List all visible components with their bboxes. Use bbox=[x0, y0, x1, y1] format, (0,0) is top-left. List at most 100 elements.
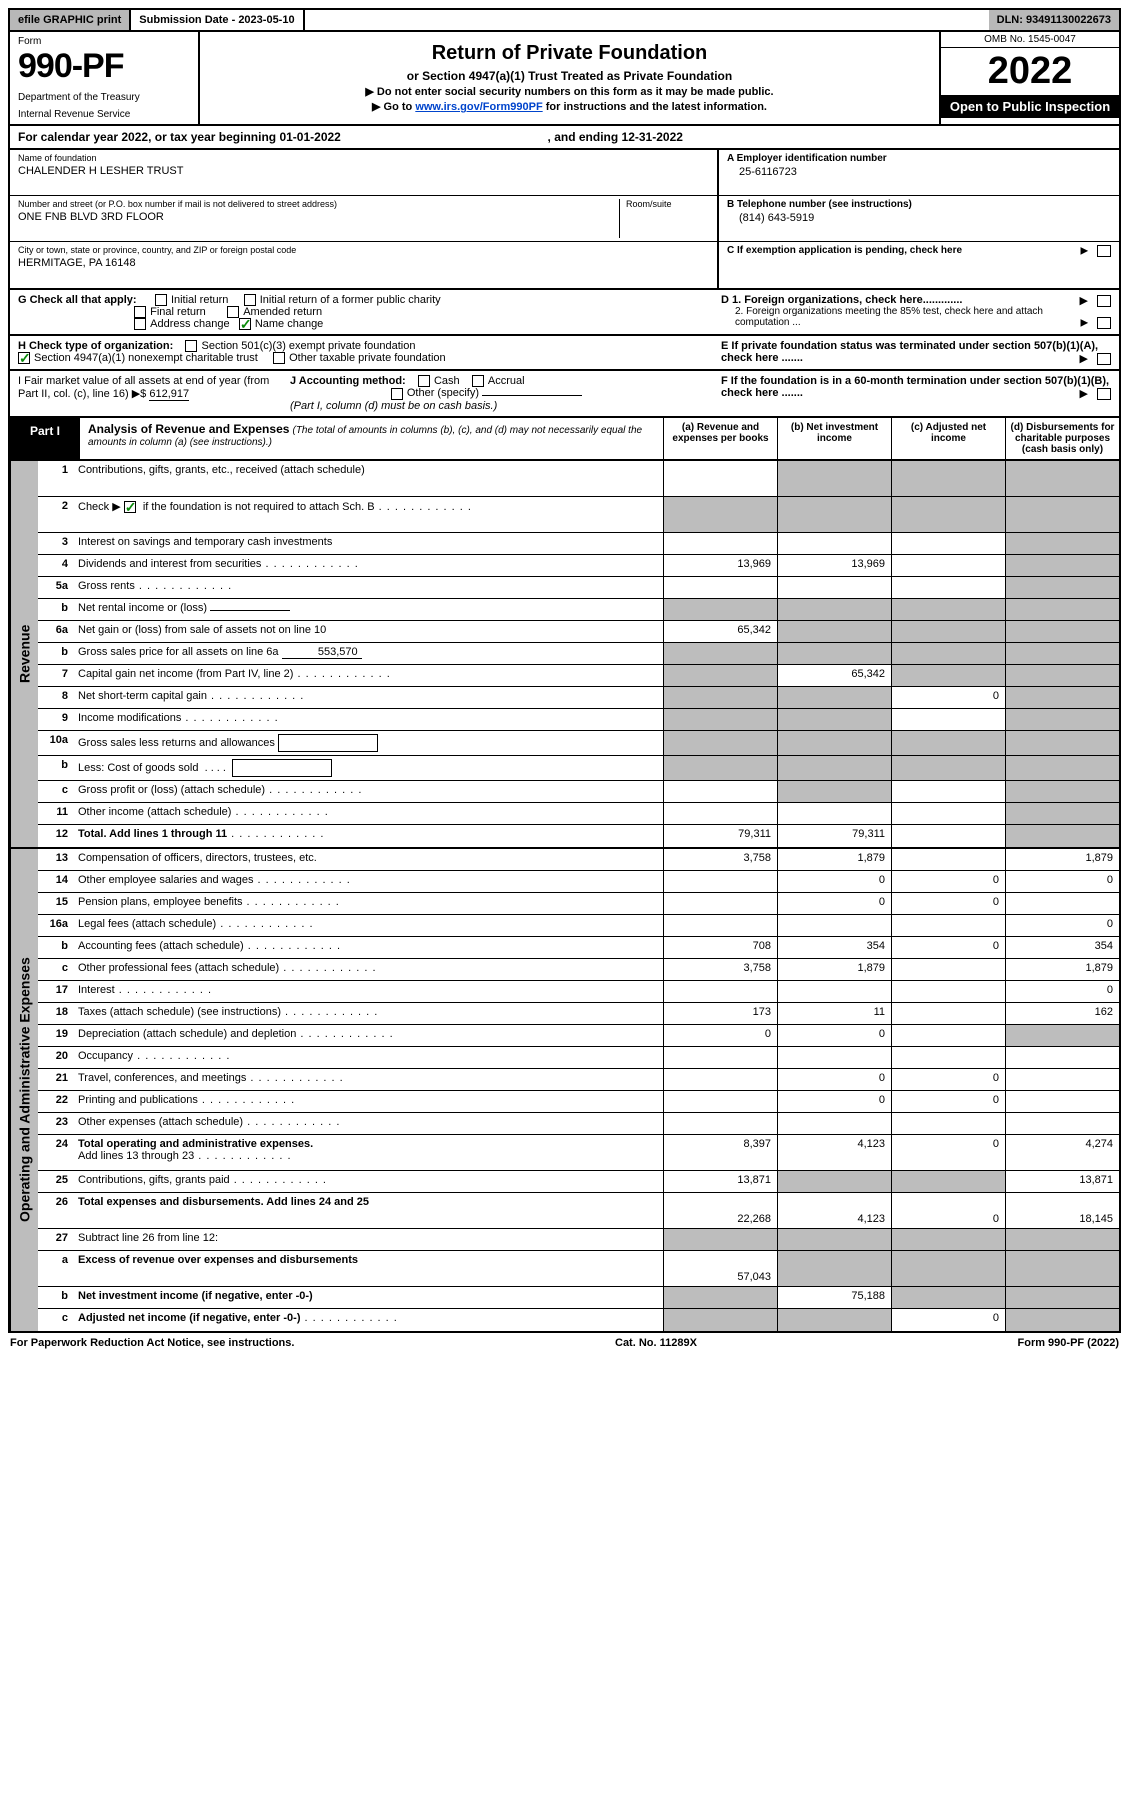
h-501c3-checkbox[interactable] bbox=[185, 340, 197, 352]
h-label: H Check type of organization: bbox=[18, 340, 173, 352]
ein-cell: A Employer identification number 25-6116… bbox=[719, 150, 1119, 196]
footer-paperwork: For Paperwork Reduction Act Notice, see … bbox=[10, 1337, 294, 1349]
line-16b: b Accounting fees (attach schedule) 7083… bbox=[38, 937, 1119, 959]
telephone-value: (814) 643-5919 bbox=[727, 212, 1111, 224]
line2-schb-checkbox[interactable] bbox=[124, 501, 136, 513]
address-cell: Number and street (or P.O. box number if… bbox=[10, 196, 717, 242]
g-former-charity-checkbox[interactable] bbox=[244, 294, 256, 306]
line-27b: b Net investment income (if negative, en… bbox=[38, 1287, 1119, 1309]
line-21: 21 Travel, conferences, and meetings 00 bbox=[38, 1069, 1119, 1091]
col-a-header: (a) Revenue and expenses per books bbox=[663, 418, 777, 459]
c-checkbox[interactable] bbox=[1097, 245, 1111, 257]
section-g-row: G Check all that apply: Initial return I… bbox=[8, 290, 1121, 336]
line-2: 2 Check ▶ if the foundation is not requi… bbox=[38, 497, 1119, 533]
open-to-public: Open to Public Inspection bbox=[941, 95, 1119, 118]
tax-year: 2022 bbox=[941, 48, 1119, 95]
line-9: 9 Income modifications bbox=[38, 709, 1119, 731]
e-checkbox[interactable] bbox=[1097, 353, 1111, 365]
line-11: 11 Other income (attach schedule) bbox=[38, 803, 1119, 825]
form-note-link: ▶ Go to www.irs.gov/Form990PF for instru… bbox=[212, 100, 927, 113]
footer-form-ref: Form 990-PF (2022) bbox=[1018, 1337, 1119, 1349]
d1-checkbox[interactable] bbox=[1097, 295, 1111, 307]
line-13: 13 Compensation of officers, directors, … bbox=[38, 849, 1119, 871]
line-22: 22 Printing and publications 00 bbox=[38, 1091, 1119, 1113]
part1-header-row: Part I Analysis of Revenue and Expenses … bbox=[8, 418, 1121, 461]
line-8: 8 Net short-term capital gain 0 bbox=[38, 687, 1119, 709]
col-c-header: (c) Adjusted net income bbox=[891, 418, 1005, 459]
j-note: (Part I, column (d) must be on cash basi… bbox=[290, 400, 497, 412]
line-23: 23 Other expenses (attach schedule) bbox=[38, 1113, 1119, 1135]
section-c: C If exemption application is pending, c… bbox=[719, 242, 1119, 278]
line-16a: 16a Legal fees (attach schedule) 0 bbox=[38, 915, 1119, 937]
f-checkbox[interactable] bbox=[1097, 388, 1111, 400]
e-label: E If private foundation status was termi… bbox=[721, 340, 1098, 364]
street-address: ONE FNB BLVD 3RD FLOOR bbox=[18, 211, 619, 223]
line-5a: 5a Gross rents bbox=[38, 577, 1119, 599]
dept-treasury: Department of the Treasury bbox=[18, 92, 190, 103]
line-19: 19 Depreciation (attach schedule) and de… bbox=[38, 1025, 1119, 1047]
form-label: Form bbox=[18, 36, 190, 47]
line-4: 4 Dividends and interest from securities… bbox=[38, 555, 1119, 577]
form-header: Form 990-PF Department of the Treasury I… bbox=[8, 32, 1121, 126]
line-6b: b Gross sales price for all assets on li… bbox=[38, 643, 1119, 665]
tax-year-begin: 01-01-2022 bbox=[279, 130, 340, 144]
line-10c: c Gross profit or (loss) (attach schedul… bbox=[38, 781, 1119, 803]
calendar-year-row: For calendar year 2022, or tax year begi… bbox=[8, 126, 1121, 150]
line-18: 18 Taxes (attach schedule) (see instruct… bbox=[38, 1003, 1119, 1025]
g-final-return-checkbox[interactable] bbox=[134, 306, 146, 318]
g-name-change-checkbox[interactable] bbox=[239, 318, 251, 330]
line-5b: b Net rental income or (loss) bbox=[38, 599, 1119, 621]
tax-year-end: 12-31-2022 bbox=[622, 130, 683, 144]
telephone-cell: B Telephone number (see instructions) (8… bbox=[719, 196, 1119, 242]
year-block: OMB No. 1545-0047 2022 Open to Public In… bbox=[939, 32, 1119, 124]
section-ij-row: I Fair market value of all assets at end… bbox=[8, 371, 1121, 417]
form990pf-link[interactable]: www.irs.gov/Form990PF bbox=[415, 101, 542, 113]
d2-checkbox[interactable] bbox=[1097, 317, 1111, 329]
d1-label: D 1. Foreign organizations, check here..… bbox=[721, 294, 962, 306]
omb-number: OMB No. 1545-0047 bbox=[941, 32, 1119, 48]
j-cash-checkbox[interactable] bbox=[418, 375, 430, 387]
line-26: 26 Total expenses and disbursements. Add… bbox=[38, 1193, 1119, 1229]
g-label: G Check all that apply: bbox=[18, 294, 137, 306]
efile-top-bar: efile GRAPHIC print Submission Date - 20… bbox=[8, 8, 1121, 32]
line-7: 7 Capital gain net income (from Part IV,… bbox=[38, 665, 1119, 687]
line-10b: b Less: Cost of goods sold . . . . bbox=[38, 756, 1119, 781]
line-15: 15 Pension plans, employee benefits 00 bbox=[38, 893, 1119, 915]
g-amended-return-checkbox[interactable] bbox=[227, 306, 239, 318]
line-20: 20 Occupancy bbox=[38, 1047, 1119, 1069]
line-6b-value: 553,570 bbox=[282, 646, 362, 659]
g-initial-return-checkbox[interactable] bbox=[155, 294, 167, 306]
form-subtitle: or Section 4947(a)(1) Trust Treated as P… bbox=[212, 69, 927, 83]
dln: DLN: 93491130022673 bbox=[989, 10, 1119, 30]
city-cell: City or town, state or province, country… bbox=[10, 242, 717, 288]
expenses-side-label: Operating and Administrative Expenses bbox=[10, 849, 38, 1331]
line-25: 25 Contributions, gifts, grants paid 13,… bbox=[38, 1171, 1119, 1193]
h-4947a1-checkbox[interactable] bbox=[18, 352, 30, 364]
part1-label: Part I bbox=[10, 418, 80, 459]
section-h-row: H Check type of organization: Section 50… bbox=[8, 336, 1121, 371]
ein-value: 25-6116723 bbox=[727, 166, 1111, 178]
line-16c: c Other professional fees (attach schedu… bbox=[38, 959, 1119, 981]
line-3: 3 Interest on savings and temporary cash… bbox=[38, 533, 1119, 555]
form-title-block: Return of Private Foundation or Section … bbox=[200, 32, 939, 124]
form-note-ssn: ▶ Do not enter social security numbers o… bbox=[212, 85, 927, 98]
foundation-name: CHALENDER H LESHER TRUST bbox=[18, 165, 709, 177]
irs-label: Internal Revenue Service bbox=[18, 109, 190, 120]
h-other-taxable-checkbox[interactable] bbox=[273, 352, 285, 364]
revenue-side-label: Revenue bbox=[10, 461, 38, 847]
line-24: 24 Total operating and administrative ex… bbox=[38, 1135, 1119, 1171]
j-label: J Accounting method: bbox=[290, 375, 406, 387]
g-address-change-checkbox[interactable] bbox=[134, 318, 146, 330]
j-other-checkbox[interactable] bbox=[391, 388, 403, 400]
d2-label: 2. Foreign organizations meeting the 85%… bbox=[735, 306, 1043, 328]
expenses-section: Operating and Administrative Expenses 13… bbox=[8, 849, 1121, 1333]
line-12: 12 Total. Add lines 1 through 11 79,3117… bbox=[38, 825, 1119, 847]
foundation-name-cell: Name of foundation CHALENDER H LESHER TR… bbox=[10, 150, 717, 196]
submission-date: Submission Date - 2023-05-10 bbox=[131, 10, 304, 30]
j-accrual-checkbox[interactable] bbox=[472, 375, 484, 387]
form-number: 990-PF bbox=[18, 47, 190, 86]
line-27: 27 Subtract line 26 from line 12: bbox=[38, 1229, 1119, 1251]
line-10a: 10a Gross sales less returns and allowan… bbox=[38, 731, 1119, 756]
i-fmv-value: 612,917 bbox=[149, 388, 189, 401]
line-1: 1 Contributions, gifts, grants, etc., re… bbox=[38, 461, 1119, 497]
